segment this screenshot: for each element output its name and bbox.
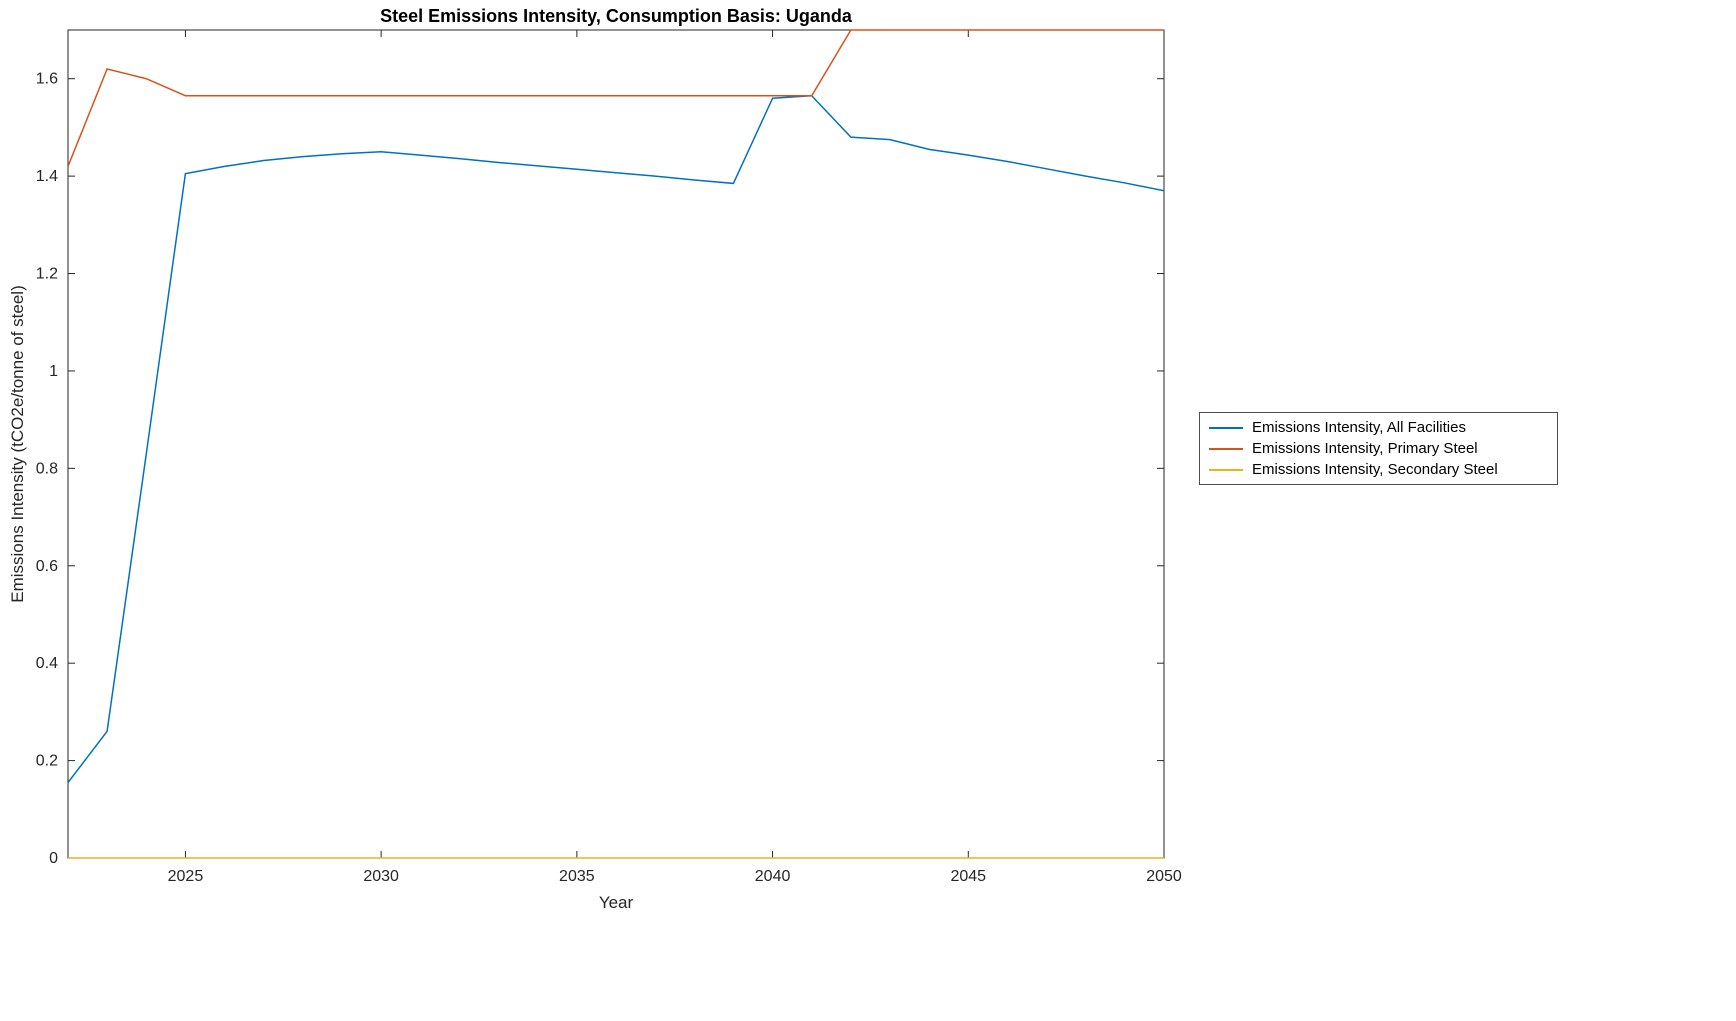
y-tick-label: 0.4 [36,655,58,672]
y-tick-label: 0.2 [36,753,58,770]
x-tick-label: 2030 [363,868,399,885]
legend-label: Emissions Intensity, Secondary Steel [1252,461,1498,478]
x-tick-label: 2045 [950,868,986,885]
y-tick-label: 0 [49,850,58,867]
x-tick-label: 2025 [168,868,204,885]
chart-title: Steel Emissions Intensity, Consumption B… [380,6,852,26]
y-axis-label: Emissions Intensity (tCO2e/tonne of stee… [8,285,27,603]
legend-line-sample-blue [1209,426,1243,429]
legend: Emissions Intensity, All Facilities Emis… [1199,412,1558,485]
legend-line-sample-red [1209,447,1243,450]
y-tick-label: 1 [49,363,58,380]
axes-box [67,29,1165,859]
legend-item-primary-steel: Emissions Intensity, Primary Steel [1200,438,1557,459]
legend-label: Emissions Intensity, All Facilities [1252,419,1466,436]
y-tick-label: 1.4 [36,168,58,185]
x-tick-label: 2035 [559,868,595,885]
series-line-1 [68,29,1164,167]
y-tick-label: 1.2 [36,266,58,283]
y-tick-label: 0.6 [36,558,58,575]
x-tick-label: 2040 [755,868,791,885]
legend-item-all-facilities: Emissions Intensity, All Facilities [1200,417,1557,438]
legend-label: Emissions Intensity, Primary Steel [1252,440,1478,457]
legend-line-sample-yellow [1209,468,1243,471]
legend-item-secondary-steel: Emissions Intensity, Secondary Steel [1200,459,1557,480]
series-line-0 [68,94,1164,783]
y-tick-label: 0.8 [36,460,58,477]
x-tick-label: 2050 [1146,868,1182,885]
y-tick-label: 1.6 [36,71,58,88]
x-axis-label: Year [598,893,634,912]
